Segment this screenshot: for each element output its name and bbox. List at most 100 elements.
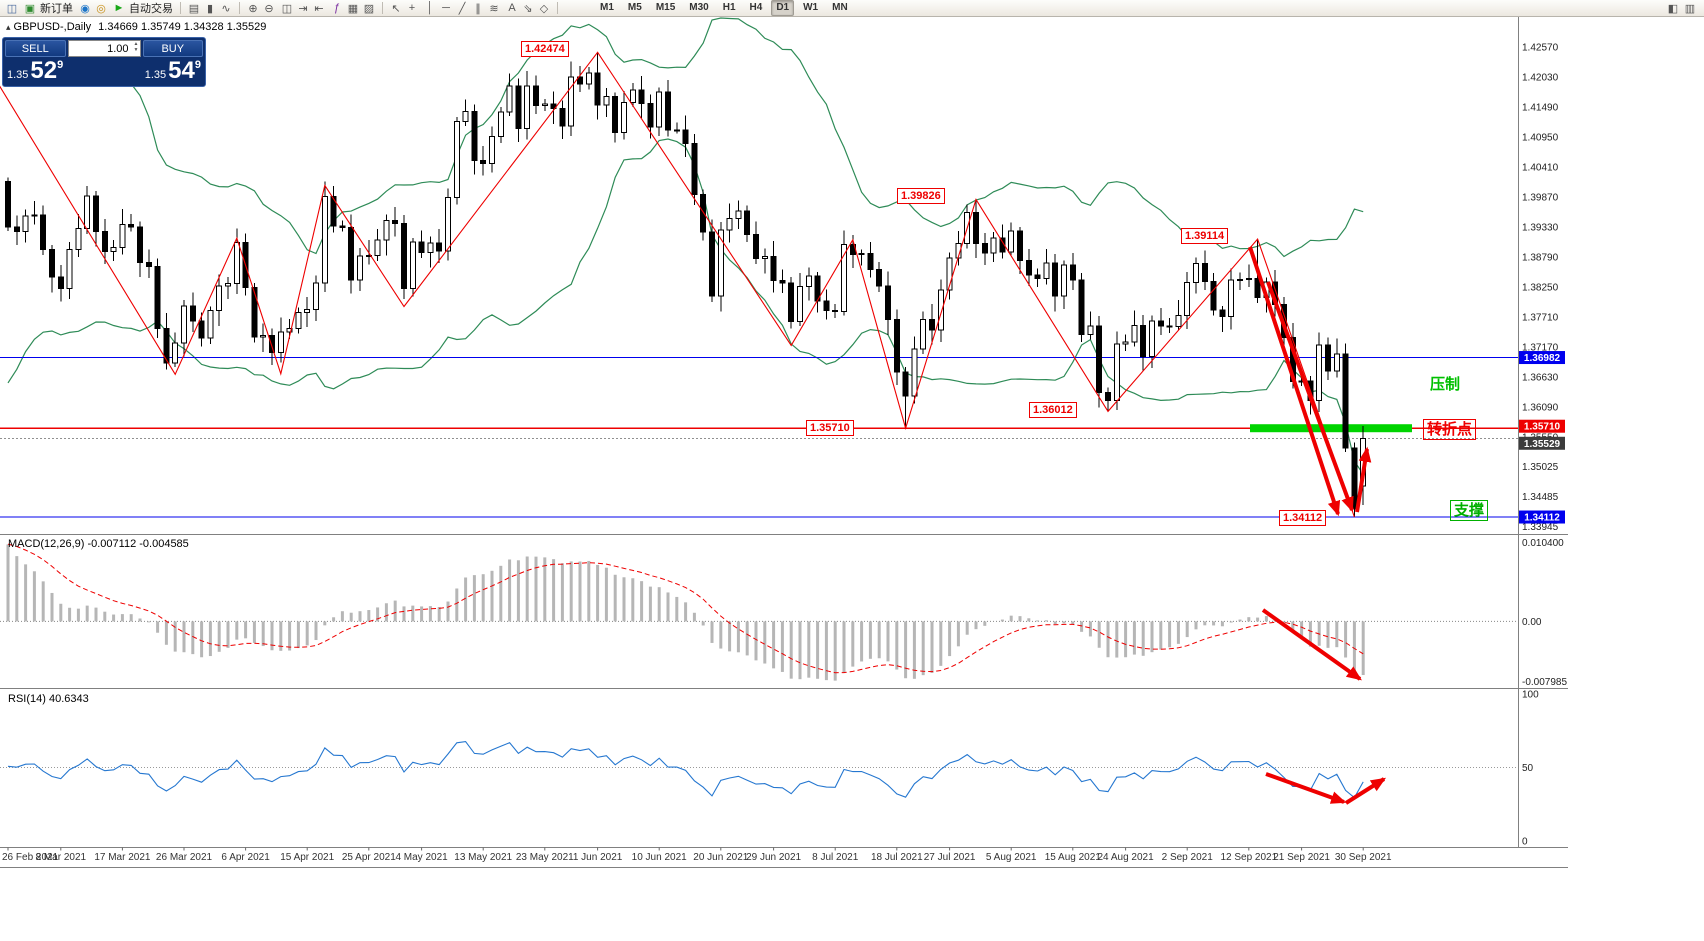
svg-text:1.35710: 1.35710 bbox=[1524, 422, 1561, 433]
chart-shift-icon[interactable]: ⇤ bbox=[314, 2, 324, 15]
timeframe-mn-button[interactable]: MN bbox=[832, 2, 848, 13]
timeframe-m30-button[interactable]: M30 bbox=[689, 2, 709, 13]
zigzag-line[interactable] bbox=[0, 51, 1355, 518]
new-chart-icon[interactable]: ◫ bbox=[6, 2, 18, 15]
svg-text:1 Jun 2021: 1 Jun 2021 bbox=[573, 852, 623, 863]
svg-text:1.37710: 1.37710 bbox=[1522, 313, 1559, 324]
svg-text:1.33945: 1.33945 bbox=[1522, 522, 1559, 533]
sell-price-sup: 9 bbox=[57, 59, 64, 71]
fibonacci-icon[interactable]: ≋ bbox=[489, 2, 499, 15]
one-click-toggle-icon[interactable]: ▴ bbox=[6, 22, 11, 32]
svg-text:30 Sep 2021: 30 Sep 2021 bbox=[1335, 852, 1392, 863]
bar-chart-icon[interactable]: ▤ bbox=[188, 2, 200, 15]
svg-text:6 Apr 2021: 6 Apr 2021 bbox=[221, 852, 270, 863]
text-tool-icon[interactable]: A bbox=[508, 2, 516, 14]
timeframe-m15-button[interactable]: M15 bbox=[655, 2, 676, 13]
one-click-trading-panel: SELL 1.00 ▲ ▼ BUY 1.35 52 9 1.35 54 9 bbox=[2, 37, 206, 87]
horizontal-lines[interactable] bbox=[0, 357, 1518, 518]
support-highlight-zone[interactable] bbox=[1250, 424, 1412, 433]
svg-text:1.42570: 1.42570 bbox=[1522, 43, 1559, 54]
svg-text:1.38790: 1.38790 bbox=[1522, 253, 1559, 264]
toolbar-group: ƒ ▦ ▨ bbox=[328, 1, 378, 16]
vertical-line-icon[interactable]: │ bbox=[426, 2, 434, 14]
shapes-tool-icon[interactable]: ◇ bbox=[539, 2, 549, 15]
rsi-line bbox=[7, 741, 1364, 799]
toolbar-group: ▤ ▮ ∿ bbox=[185, 1, 235, 16]
svg-text:17 Mar 2021: 17 Mar 2021 bbox=[94, 852, 151, 863]
window-layout-icon[interactable]: ◧ bbox=[1667, 2, 1679, 15]
line-chart-icon[interactable]: ∿ bbox=[221, 2, 231, 15]
toolbar-separator bbox=[557, 2, 558, 14]
lot-spinner[interactable]: ▲ ▼ bbox=[134, 41, 139, 53]
timeframe-h1-button[interactable]: H1 bbox=[722, 2, 736, 13]
svg-text:1.36982: 1.36982 bbox=[1524, 353, 1561, 364]
toolbar-group: A ⇘ ◇ bbox=[503, 1, 553, 16]
buy-price[interactable]: 1.35 54 9 bbox=[145, 58, 201, 84]
auto-scroll-icon[interactable]: ⇥ bbox=[298, 2, 308, 15]
panel-toggle-icon[interactable]: ▥ bbox=[1684, 2, 1696, 15]
timeframe-m5-button[interactable]: M5 bbox=[627, 2, 642, 13]
sell-price[interactable]: 1.35 52 9 bbox=[7, 58, 63, 84]
buy-price-big: 54 bbox=[168, 57, 195, 84]
ohlc-values: 1.34669 1.35749 1.34328 1.35529 bbox=[98, 21, 267, 33]
svg-text:0.00: 0.00 bbox=[1522, 617, 1542, 628]
mql5-community-icon[interactable]: ◉ bbox=[80, 2, 90, 15]
svg-text:15 Aug 2021: 15 Aug 2021 bbox=[1045, 852, 1102, 863]
sell-price-big: 52 bbox=[30, 57, 58, 84]
svg-text:8 Mar 2021: 8 Mar 2021 bbox=[36, 852, 87, 863]
indicators-icon[interactable]: ƒ bbox=[333, 2, 341, 14]
bollinger-upper-band bbox=[7, 17, 1364, 258]
lot-size-value: 1.00 bbox=[107, 42, 129, 55]
spinner-up-icon[interactable]: ▲ bbox=[133, 41, 139, 47]
chart-canvas[interactable]: 1.42570 1.42030 1.41490 1.40950 1.40410 1.398… bbox=[0, 17, 1568, 868]
svg-text:1.39330: 1.39330 bbox=[1522, 223, 1559, 234]
price-axis[interactable]: 1.42570 1.42030 1.41490 1.40950 1.40410 1.398… bbox=[1519, 43, 1565, 533]
svg-text:1.34485: 1.34485 bbox=[1522, 492, 1559, 503]
toolbar-group: ⊕ ⊖ bbox=[244, 1, 278, 16]
cursor-icon[interactable]: ↖ bbox=[391, 2, 401, 15]
svg-text:50: 50 bbox=[1522, 763, 1534, 774]
crosshair-icon[interactable]: + bbox=[408, 2, 416, 14]
timeframe-w1-button[interactable]: W1 bbox=[803, 2, 819, 13]
sell-button[interactable]: SELL bbox=[5, 40, 66, 57]
rsi-axis[interactable]: 100 50 0 bbox=[1522, 690, 1539, 848]
chart-title: ▴ GBPUSD-,Daily 1.34669 1.35749 1.34328 1.… bbox=[6, 21, 266, 33]
svg-text:1.40950: 1.40950 bbox=[1522, 133, 1559, 144]
horizontal-line-icon[interactable]: ─ bbox=[442, 2, 450, 14]
svg-text:15 Apr 2021: 15 Apr 2021 bbox=[280, 852, 334, 863]
new-order-button[interactable]: ▣ 新订单 bbox=[21, 1, 76, 16]
periods-icon[interactable]: ▦ bbox=[347, 2, 359, 15]
svg-text:1.39870: 1.39870 bbox=[1522, 193, 1559, 204]
svg-text:18 Jul 2021: 18 Jul 2021 bbox=[871, 852, 923, 863]
buy-button[interactable]: BUY bbox=[142, 40, 203, 57]
trendline-icon[interactable]: ╱ bbox=[458, 2, 466, 15]
macd-axis[interactable]: 0.010400 0.00 -0.007985 bbox=[1522, 538, 1567, 688]
arrow-tool-icon[interactable]: ⇘ bbox=[523, 2, 533, 15]
timeframe-d1-button[interactable]: D1 bbox=[771, 0, 795, 16]
svg-text:100: 100 bbox=[1522, 690, 1539, 701]
lot-size-input[interactable]: 1.00 ▲ ▼ bbox=[67, 40, 141, 57]
price-tag-1.35710 bbox=[1519, 419, 1565, 433]
trend-arrows[interactable] bbox=[1248, 246, 1387, 805]
svg-text:23 May 2021: 23 May 2021 bbox=[516, 852, 574, 863]
zoom-in-icon[interactable]: ⊕ bbox=[248, 2, 258, 15]
new-order-label: 新订单 bbox=[40, 3, 73, 15]
timeframe-h4-button[interactable]: H4 bbox=[749, 2, 763, 13]
svg-text:0: 0 bbox=[1522, 837, 1528, 848]
timeframe-m1-button[interactable]: M1 bbox=[600, 2, 614, 13]
svg-text:1.36630: 1.36630 bbox=[1522, 373, 1559, 384]
candlestick-chart-icon[interactable]: ▮ bbox=[206, 2, 214, 15]
buy-price-sup: 9 bbox=[194, 59, 201, 71]
chat-icon[interactable]: ◎ bbox=[96, 2, 106, 15]
tile-windows-icon[interactable]: ◫ bbox=[281, 2, 293, 15]
timeframe-buttons: M1 M5 M15 M30 H1 H4 D1 W1 MN bbox=[592, 0, 856, 16]
toolbar-group: ◉ ◎ bbox=[76, 1, 110, 16]
zoom-out-icon[interactable]: ⊖ bbox=[264, 2, 274, 15]
autotrading-button[interactable]: ► 自动交易 bbox=[110, 1, 176, 16]
templates-icon[interactable]: ▨ bbox=[363, 2, 375, 15]
channel-icon[interactable]: ∥ bbox=[475, 2, 481, 15]
toolbar-separator bbox=[239, 2, 240, 14]
svg-text:21 Sep 2021: 21 Sep 2021 bbox=[1273, 852, 1330, 863]
spinner-down-icon[interactable]: ▼ bbox=[133, 47, 139, 53]
